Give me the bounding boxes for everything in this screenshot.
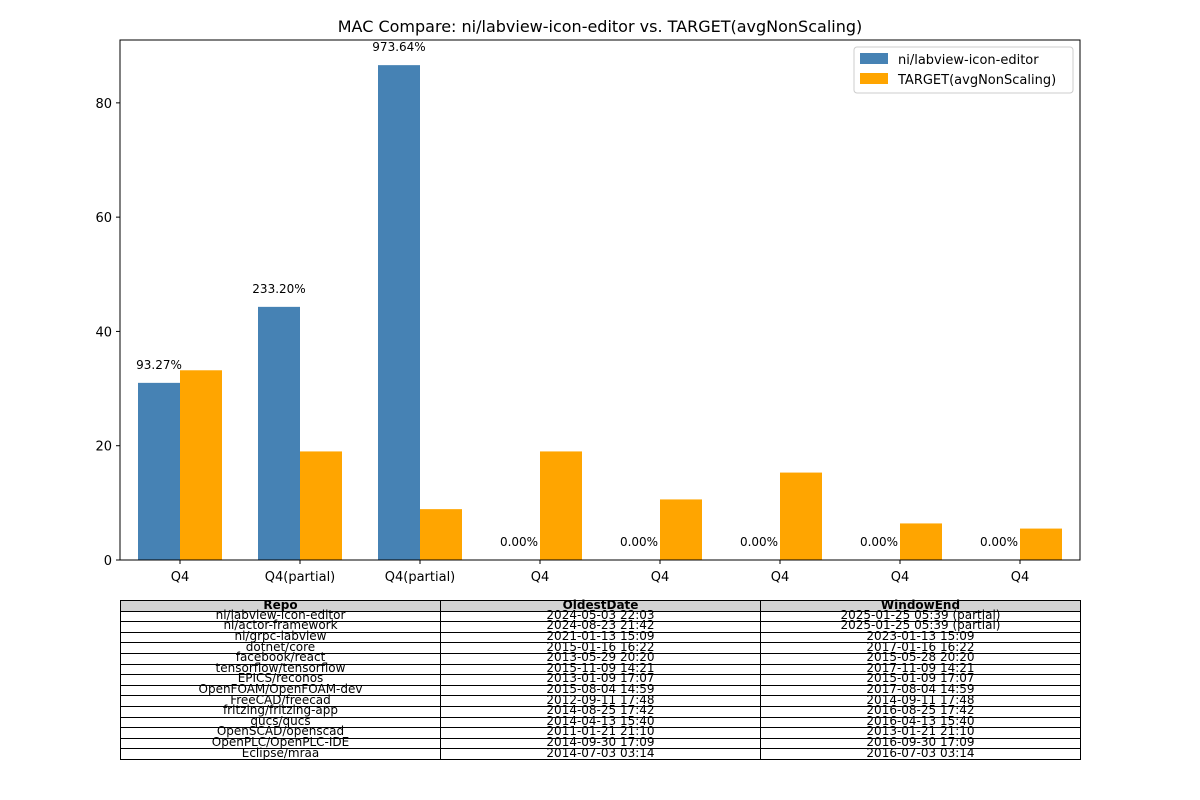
- y-tick-label-3: 60: [95, 211, 112, 226]
- header-window-end: WindowEnd: [760, 599, 1081, 612]
- x-tick-label-4: Q4: [651, 570, 670, 585]
- bars-layer: [138, 65, 1062, 561]
- bar-label-7: 0.00%: [980, 535, 1018, 549]
- cell-window-end: 2016-07-03 03:14: [760, 747, 1081, 760]
- bar-labview-1: [258, 306, 300, 560]
- legend-label-labview: ni/labview-icon-editor: [898, 53, 1039, 68]
- x-tick-label-6: Q4: [891, 570, 910, 585]
- bar-target-6: [900, 523, 942, 560]
- table-row: ni/actor-framework 2024-08-23 21:42 2025-0…: [120, 619, 1081, 633]
- cell-repo: Eclipse/mraa: [120, 747, 441, 760]
- bar-labels-layer: 93.27% 233.20% 973.64% 0.00% 0.00% 0.00% 0.00%…: [136, 40, 1018, 549]
- axis-layer: 0 20 40 60 80 Q4 Q4(partial) Q4(partial) Q4 Q4 Q4 Q…: [95, 97, 1029, 585]
- y-tick-label-4: 80: [95, 97, 112, 112]
- legend-box: [853, 46, 1074, 94]
- plot-frame: [119, 39, 1081, 561]
- repo-table: Repo OldestDate WindowEnd ni/labview-ico…: [120, 599, 1081, 760]
- header-oldest-date: OldestDate: [440, 599, 761, 612]
- legend-swatch-target: [860, 73, 888, 84]
- x-tick-label-7: Q4: [1011, 570, 1030, 585]
- cell-window-end: 2017-01-16 16:22: [760, 641, 1081, 654]
- x-tick-label-0: Q4: [171, 570, 190, 585]
- table-row: OpenFOAM/OpenFOAM-dev 2015-08-04 14:59 201…: [120, 683, 1081, 697]
- x-tick-label-5: Q4: [771, 570, 790, 585]
- table-row: facebook/react 2013-05-29 20:20 2015-05-28…: [120, 651, 1081, 665]
- legend-label-target: TARGET(avgNonScaling): [897, 73, 1056, 88]
- x-tick-label-1: Q4(partial): [265, 570, 336, 585]
- y-tick-label-2: 40: [95, 325, 112, 340]
- x-tick-label-2: Q4(partial): [385, 570, 456, 585]
- bar-target-4: [660, 499, 702, 560]
- bar-labview-0: [138, 382, 180, 560]
- bar-target-7: [1020, 528, 1062, 560]
- bar-label-1: 233.20%: [252, 282, 305, 296]
- table-row: ni/grpc-labview 2021-01-13 15:09 2023-01-1…: [120, 630, 1081, 644]
- bar-label-3: 0.00%: [500, 535, 538, 549]
- bar-target-5: [780, 472, 822, 560]
- bar-target-1: [300, 451, 342, 560]
- bar-target-2: [420, 509, 462, 560]
- bar-label-5: 0.00%: [740, 535, 778, 549]
- bar-label-2: 973.64%: [372, 40, 425, 54]
- y-tick-label-0: 0: [104, 554, 112, 569]
- y-tick-label-1: 20: [95, 440, 112, 455]
- x-tick-label-3: Q4: [531, 570, 550, 585]
- bar-target-3: [540, 451, 582, 560]
- table-body: ni/labview-icon-editor 2024-05-03 22:03 20…: [120, 609, 1081, 760]
- table-row: FreeCAD/freecad 2012-09-11 17:48 2014-09-1…: [120, 694, 1081, 707]
- table-row: Eclipse/mraa 2014-07-03 03:14 2016-07-03 0…: [120, 747, 1081, 760]
- bar-target-0: [180, 370, 222, 560]
- bar-label-6: 0.00%: [860, 535, 898, 549]
- bar-label-4: 0.00%: [620, 535, 658, 549]
- chart-title: MAC Compare: ni/labview-icon-editor vs. …: [338, 17, 863, 36]
- bar-labview-2: [378, 65, 420, 561]
- cell-oldest-date: 2014-07-03 03:14: [440, 747, 761, 760]
- bar-label-0: 93.27%: [136, 358, 182, 372]
- table-header-row: Repo OldestDate WindowEnd: [120, 599, 1081, 612]
- legend-swatch-labview: [860, 53, 888, 64]
- legend: ni/labview-icon-editor TARGET(avgNonScal…: [853, 46, 1074, 94]
